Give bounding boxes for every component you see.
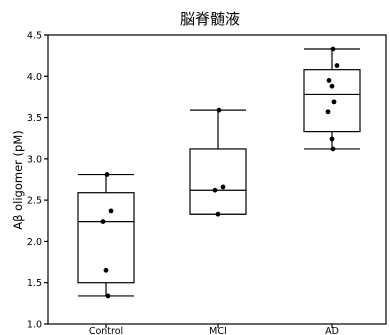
box-control bbox=[77, 173, 135, 297]
data-point bbox=[105, 293, 111, 299]
data-point bbox=[108, 208, 114, 214]
data-point bbox=[330, 46, 336, 52]
data-point bbox=[326, 78, 332, 83]
x-axis: Control MCI AD bbox=[89, 324, 339, 335]
data-point bbox=[215, 211, 221, 217]
data-point bbox=[100, 219, 106, 225]
iqr-box bbox=[189, 148, 247, 215]
plot-area-frame bbox=[47, 34, 387, 325]
boxes-layer bbox=[77, 48, 361, 297]
data-point bbox=[104, 172, 110, 177]
box-mci bbox=[189, 109, 247, 215]
box-ad bbox=[303, 48, 361, 150]
data-point bbox=[331, 99, 337, 105]
data-point bbox=[216, 107, 222, 113]
y-tick-label: 2.0 bbox=[27, 237, 42, 248]
data-point bbox=[212, 187, 218, 193]
y-tick-label: 3.5 bbox=[27, 113, 42, 124]
iqr-box bbox=[77, 192, 135, 284]
data-point bbox=[334, 63, 340, 68]
data-point bbox=[325, 109, 331, 115]
y-axis-label: Aβ oligomer (pM) bbox=[11, 130, 25, 229]
data-point bbox=[329, 136, 335, 142]
x-tick-label: AD bbox=[325, 326, 339, 335]
points-layer bbox=[100, 46, 340, 299]
y-tick-label: 1.5 bbox=[27, 278, 42, 289]
x-tick-label: MCI bbox=[209, 326, 227, 335]
y-tick-label: 2.5 bbox=[27, 196, 42, 207]
y-tick-label: 4.0 bbox=[27, 72, 42, 83]
data-point bbox=[329, 83, 335, 89]
data-point bbox=[103, 267, 109, 273]
data-point bbox=[220, 184, 226, 190]
y-tick-label: 3.0 bbox=[27, 154, 42, 165]
x-tick-label: Control bbox=[89, 326, 123, 335]
y-tick-label: 4.5 bbox=[27, 31, 42, 42]
y-axis: 1.0 1.5 2.0 2.5 3.0 3.5 4.0 4.5 bbox=[27, 31, 48, 331]
y-tick-label: 1.0 bbox=[27, 320, 42, 331]
chart-title: 脳脊髄液 bbox=[180, 10, 240, 28]
data-point bbox=[330, 146, 336, 152]
